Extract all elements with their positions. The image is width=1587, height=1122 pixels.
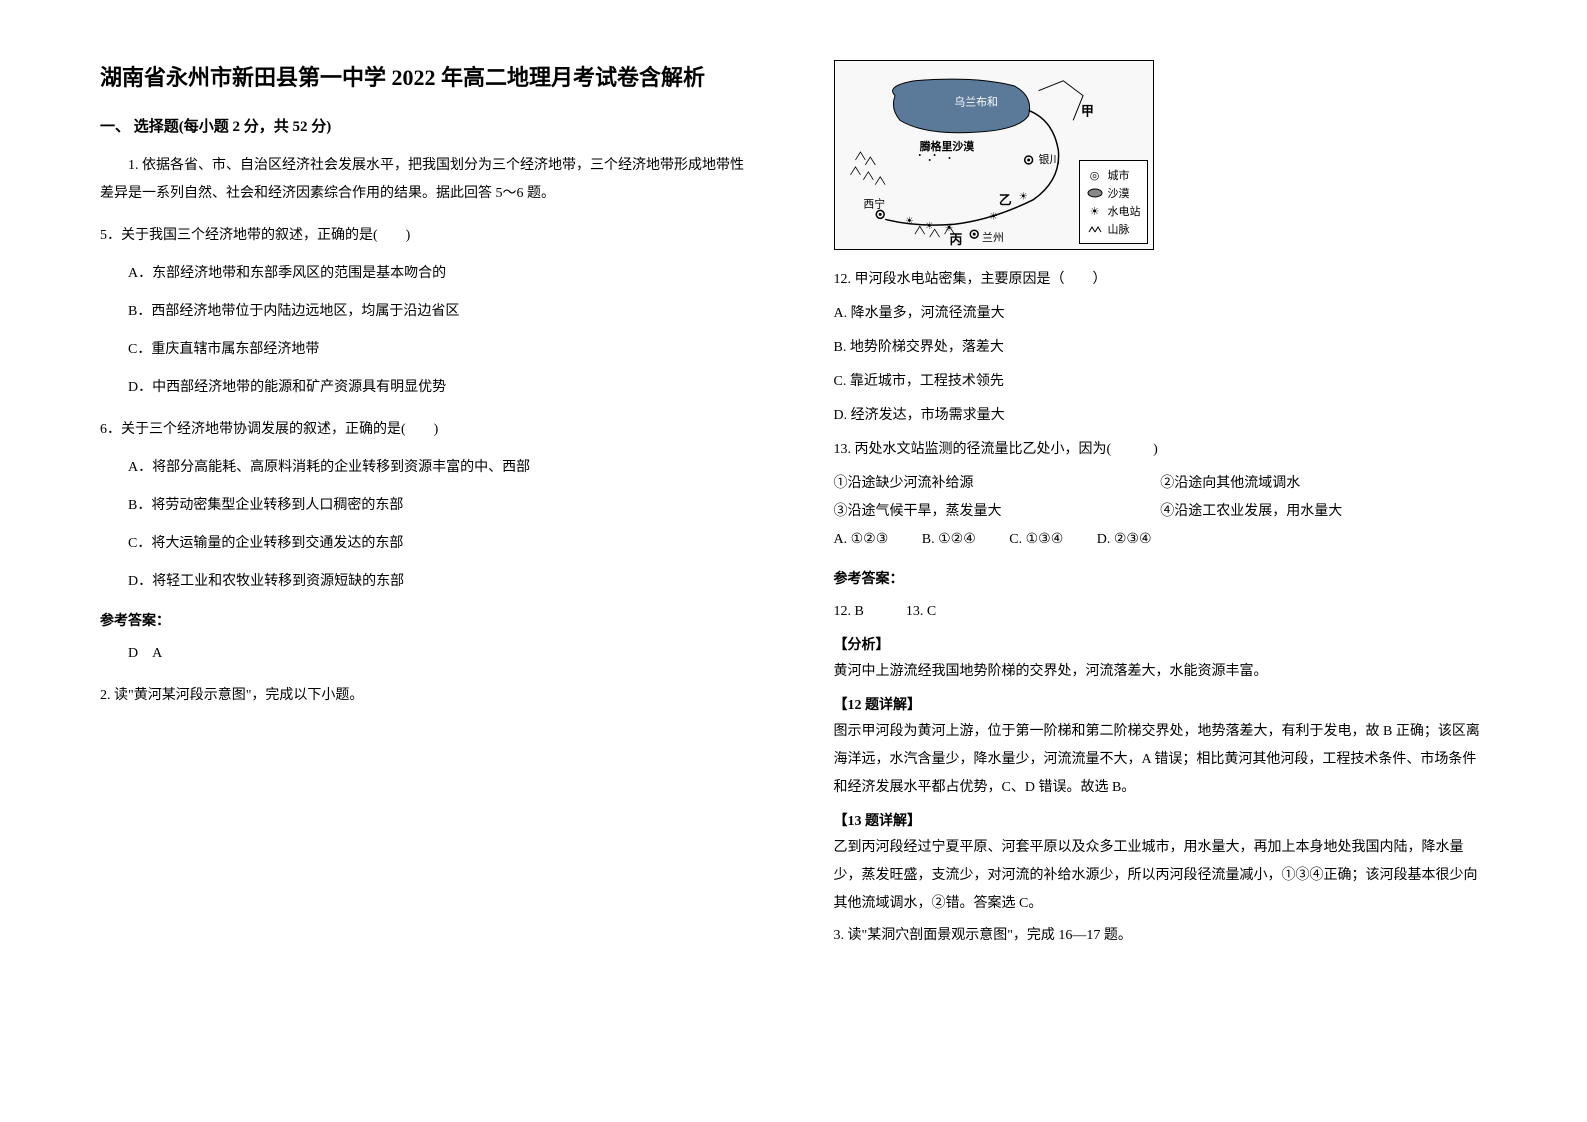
q6-stem: 6．关于三个经济地带协调发展的叙述，正确的是( ) [100, 416, 754, 444]
detail13-label: 【13 题详解】 [834, 810, 1488, 830]
q12-option-d: D. 经济发达，市场需求量大 [834, 402, 1488, 430]
q12-stem: 12. 甲河段水电站密集，主要原因是（ ） [834, 266, 1488, 294]
label-jia: 甲 [1081, 104, 1094, 118]
analysis-intro: 黄河中上游流经我国地势阶梯的交界处，河流落差大，水能资源丰富。 [834, 658, 1488, 686]
q2-answer-label: 参考答案： [834, 568, 1488, 588]
city-yinchuan-dot [1027, 158, 1030, 161]
q13-stem: 13. 丙处水文站监测的径流量比乙处小，因为( ) [834, 436, 1488, 464]
legend-mountain-label: 山脉 [1108, 221, 1130, 237]
svg-text:☀: ☀ [924, 221, 933, 232]
q13-option-c: C. ①③④ [1009, 526, 1063, 554]
q5-option-b: B．西部经济地带位于内陆边远地区，均属于沿边省区 [128, 298, 754, 326]
q2-answer-line: 12. B 13. C [834, 598, 1488, 626]
section-heading: 一、 选择题(每小题 2 分，共 52 分) [100, 115, 754, 136]
q1-answer-label: 参考答案： [100, 610, 754, 630]
document-title: 湖南省永州市新田县第一中学 2022 年高二地理月考试卷含解析 [100, 60, 754, 95]
q5-stem: 5．关于我国三个经济地带的叙述，正确的是( ) [100, 222, 754, 250]
legend-desert-label: 沙漠 [1108, 185, 1130, 201]
detail12-label: 【12 题详解】 [834, 694, 1488, 714]
label-xining: 西宁 [863, 196, 885, 210]
q5-option-a: A．东部经济地带和东部季风区的范围是基本吻合的 [128, 260, 754, 288]
analysis-label: 【分析】 [834, 634, 1488, 654]
q6-option-c: C．将大运输量的企业转移到交通发达的东部 [128, 530, 754, 558]
q5-option-c: C．重庆直辖市属东部经济地带 [128, 336, 754, 364]
legend-station-label: 水电站 [1108, 203, 1141, 219]
map-figure: ☀ ☀ ☀ ☀ ☀ 乌兰布和 腾格里沙漠 银川 兰州 西宁 甲 乙 丙 ◎ 城市 [834, 60, 1154, 250]
q12-option-a: A. 降水量多，河流径流量大 [834, 300, 1488, 328]
q13-opt1: ①沿途缺少河流补给源 [834, 470, 1161, 498]
q6-option-d: D．将轻工业和农牧业转移到资源短缺的东部 [128, 568, 754, 596]
q13-option-d: D. ②③④ [1097, 526, 1152, 554]
detail12-text: 图示甲河段为黄河上游，位于第一阶梯和第二阶梯交界处，地势落差大，有利于发电，故 … [834, 718, 1488, 802]
legend-mountain-icon [1086, 222, 1104, 236]
river-branch [1038, 81, 1083, 121]
q5-option-d: D．中西部经济地带的能源和矿产资源具有明显优势 [128, 374, 754, 402]
svg-text:☀: ☀ [904, 216, 913, 227]
label-bing: 丙 [949, 233, 962, 247]
label-lanzhou: 兰州 [982, 231, 1004, 244]
q3-stem: 3. 读"某洞穴剖面景观示意图"，完成 16—17 题。 [834, 922, 1488, 950]
q13-option-a: A. ①②③ [834, 526, 889, 554]
legend-desert-icon [1086, 186, 1104, 200]
q1-intro: 1. 依据各省、市、自治区经济社会发展水平，把我国划分为三个经济地带，三个经济地… [100, 152, 754, 208]
city-xining-dot [878, 213, 881, 216]
legend-station-icon: ☀ [1086, 204, 1104, 218]
q13-opt3: ③沿途气候干旱，蒸发量大 [834, 498, 1161, 526]
map-legend: ◎ 城市 沙漠 ☀ 水电站 山脉 [1079, 160, 1148, 244]
label-yinchuan: 银川 [1038, 152, 1060, 166]
legend-city-label: 城市 [1108, 167, 1130, 183]
detail13-text: 乙到丙河段经过宁夏平原、河套平原以及众多工业城市，用水量大，再加上本身地处我国内… [834, 834, 1488, 918]
q1-answer: D A [128, 640, 754, 668]
q12-option-b: B. 地势阶梯交界处，落差大 [834, 334, 1488, 362]
label-desert: 腾格里沙漠 [919, 139, 973, 153]
city-lanzhou-dot [972, 233, 975, 236]
q13-opt2: ②沿途向其他流域调水 [1160, 470, 1487, 498]
q13-options-row: A. ①②③ B. ①②④ C. ①③④ D. ②③④ [834, 526, 1488, 554]
label-yi: 乙 [998, 193, 1011, 207]
q13-opt4: ④沿途工农业发展，用水量大 [1160, 498, 1487, 526]
label-top: 乌兰布和 [954, 95, 998, 109]
q6-option-b: B．将劳动密集型企业转移到人口稠密的东部 [128, 492, 754, 520]
svg-text:☀: ☀ [989, 211, 998, 222]
q2-stem: 2. 读"黄河某河段示意图"，完成以下小题。 [100, 682, 754, 710]
svg-text:☀: ☀ [1018, 192, 1027, 203]
q6-option-a: A．将部分高能耗、高原料消耗的企业转移到资源丰富的中、西部 [128, 454, 754, 482]
q12-option-c: C. 靠近城市，工程技术领先 [834, 368, 1488, 396]
q13-option-b: B. ①②④ [922, 526, 976, 554]
legend-city-icon: ◎ [1086, 168, 1104, 182]
